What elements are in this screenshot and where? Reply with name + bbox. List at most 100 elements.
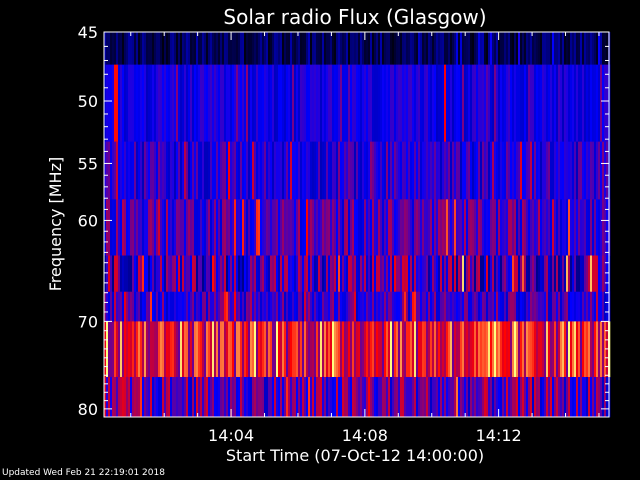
spectrogram-cell xyxy=(218,376,221,418)
spectrogram-cell xyxy=(510,64,513,142)
spectrogram-cell xyxy=(192,376,195,418)
spectrogram-cell xyxy=(172,321,175,378)
spectrogram-cell xyxy=(190,291,193,322)
spectrogram-cell xyxy=(174,321,177,378)
spectrogram-cell xyxy=(476,32,479,65)
spectrogram-cell xyxy=(360,141,363,200)
spectrogram-cell xyxy=(590,32,593,65)
spectrogram-cell xyxy=(432,376,435,418)
spectrogram-cell xyxy=(286,64,289,142)
spectrogram-cell xyxy=(390,321,393,378)
spectrogram-cell xyxy=(104,32,107,65)
spectrogram-cell xyxy=(286,32,289,65)
spectrogram-cell xyxy=(494,321,497,378)
spectrogram-cell xyxy=(114,141,117,200)
spectrogram-cell xyxy=(580,32,583,65)
spectrogram-cell xyxy=(500,64,503,142)
spectrogram-cell xyxy=(476,199,479,256)
spectrogram-cell xyxy=(210,64,213,142)
spectrogram-cell xyxy=(560,321,563,378)
spectrogram-cell xyxy=(370,376,373,418)
spectrogram-cell xyxy=(470,32,473,65)
spectrogram-cell xyxy=(566,321,569,378)
spectrogram-cell xyxy=(288,32,291,65)
spectrogram-cell xyxy=(370,64,373,142)
spectrogram-cell xyxy=(372,376,375,418)
spectrogram-cell xyxy=(234,321,237,378)
spectrogram-cell xyxy=(584,32,587,65)
spectrogram-cell xyxy=(168,321,171,378)
spectrogram-cell xyxy=(486,291,489,322)
spectrogram-cell xyxy=(338,199,341,256)
spectrogram-cell xyxy=(396,32,399,65)
spectrogram-cell xyxy=(578,376,581,418)
spectrogram-cell xyxy=(240,255,243,293)
spectrogram-cell xyxy=(394,376,397,418)
spectrogram-cell xyxy=(344,376,347,418)
spectrogram-cell xyxy=(554,199,557,256)
spectrogram-cell xyxy=(416,32,419,65)
spectrogram-cell xyxy=(596,376,599,418)
spectrogram-cell xyxy=(550,376,553,418)
spectrogram-cell xyxy=(304,64,307,142)
spectrogram-cell xyxy=(246,64,249,142)
spectrogram-cell xyxy=(562,255,565,293)
spectrogram-cell xyxy=(180,291,183,322)
spectrogram-cell xyxy=(310,64,313,142)
spectrogram-cell xyxy=(522,321,525,378)
spectrogram-cell xyxy=(228,376,231,418)
spectrogram-cell xyxy=(124,321,127,378)
spectrogram-cell xyxy=(530,376,533,418)
spectrogram-cell xyxy=(526,321,529,378)
spectrogram-cell xyxy=(560,64,563,142)
spectrogram-cell xyxy=(576,291,579,322)
spectrogram-cell xyxy=(466,199,469,256)
spectrogram-cell xyxy=(280,141,283,200)
spectrogram-cell xyxy=(366,255,369,293)
spectrogram-cell xyxy=(406,291,409,322)
spectrogram-cell xyxy=(300,64,303,142)
spectrogram-cell xyxy=(292,255,295,293)
spectrogram-cell xyxy=(236,291,239,322)
spectrogram-cell xyxy=(456,199,459,256)
spectrogram-cell xyxy=(156,199,159,256)
spectrogram-cell xyxy=(584,199,587,256)
spectrogram-cell xyxy=(210,321,213,378)
spectrogram-cell xyxy=(424,291,427,322)
spectrogram-cell xyxy=(214,376,217,418)
spectrogram-cell xyxy=(204,32,207,65)
spectrogram-cell xyxy=(560,199,563,256)
spectrogram-cell xyxy=(442,255,445,293)
spectrogram-cell xyxy=(600,141,603,200)
spectrogram-cell xyxy=(566,255,569,293)
spectrogram-cell xyxy=(506,321,509,378)
spectrogram-cell xyxy=(552,141,555,200)
spectrogram-cell xyxy=(488,141,491,200)
spectrogram-cell xyxy=(346,199,349,256)
spectrogram-cell xyxy=(572,32,575,65)
spectrogram-cell xyxy=(156,64,159,142)
spectrogram-cell xyxy=(448,32,451,65)
spectrogram-cell xyxy=(494,64,497,142)
spectrogram-cell xyxy=(516,64,519,142)
spectrogram-cell xyxy=(482,64,485,142)
spectrogram-cell xyxy=(264,321,267,378)
spectrogram-cell xyxy=(326,321,329,378)
spectrogram-cell xyxy=(120,141,123,200)
spectrogram-cell xyxy=(280,321,283,378)
spectrogram-cell xyxy=(492,376,495,418)
spectrogram-cell xyxy=(514,199,517,256)
spectrogram-cell xyxy=(430,321,433,378)
spectrogram-cell xyxy=(266,32,269,65)
spectrogram-cell xyxy=(370,321,373,378)
spectrogram-cell xyxy=(330,32,333,65)
spectrogram-cell xyxy=(318,141,321,200)
spectrogram-cell xyxy=(120,321,123,378)
spectrogram-cell xyxy=(566,376,569,418)
spectrogram-cell xyxy=(196,376,199,418)
spectrogram-cell xyxy=(562,64,565,142)
spectrogram-cell xyxy=(210,199,213,256)
spectrogram-cell xyxy=(342,376,345,418)
spectrogram-cell xyxy=(574,199,577,256)
spectrogram-cell xyxy=(558,64,561,142)
